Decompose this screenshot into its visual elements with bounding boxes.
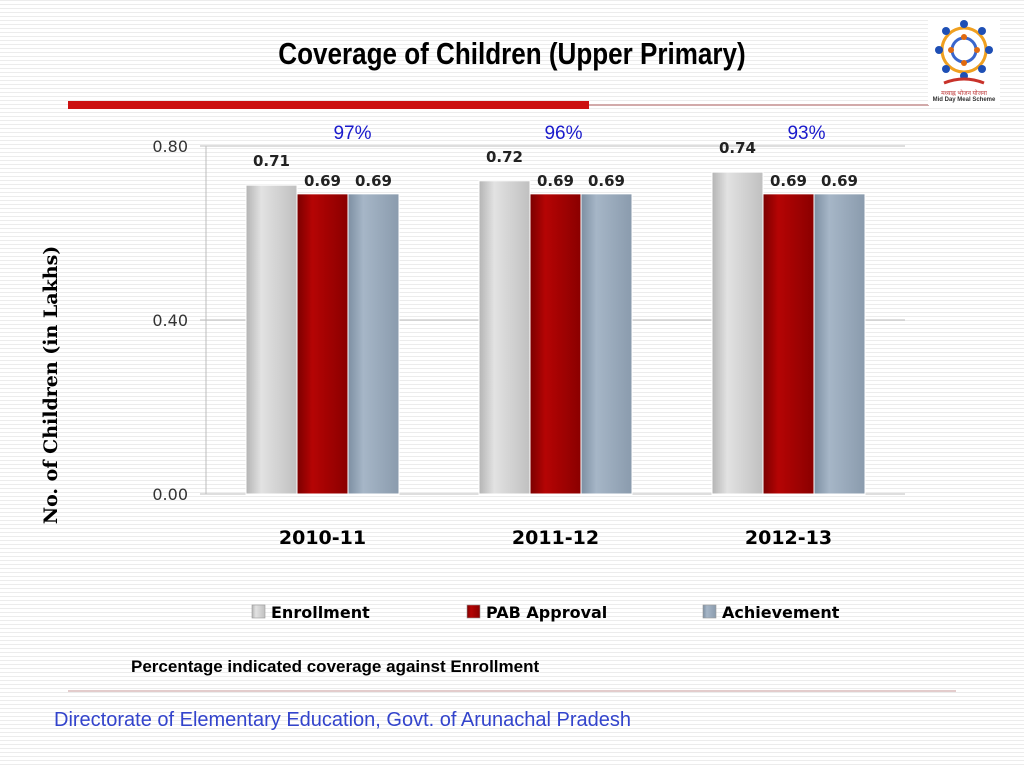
x-category-label: 2012-13 [745, 527, 832, 549]
coverage-percent-label: 96% [544, 123, 582, 144]
x-category-label: 2011-12 [512, 527, 599, 549]
bar-value-label: 0.69 [588, 172, 625, 190]
legend-swatch-pab-approval [466, 604, 481, 619]
footer-text: Directorate of Elementary Education, Gov… [54, 709, 631, 731]
x-category-label: 2010-11 [279, 527, 366, 549]
bar-value-label: 0.71 [253, 152, 290, 170]
bar-enrollment [245, 184, 298, 495]
legend-label: Achievement [722, 603, 840, 622]
bar-value-label: 0.69 [355, 172, 392, 190]
logo-caption-english: Mid Day Meal Scheme [932, 97, 996, 103]
bar-pab-approval [296, 193, 349, 495]
legend-label: Enrollment [271, 603, 370, 622]
bar-enrollment [478, 180, 531, 495]
y-tick-label: 0.00 [152, 485, 188, 504]
bar-value-label: 0.74 [719, 139, 756, 157]
coverage-footnote: Percentage indicated coverage against En… [131, 657, 540, 676]
title-underline-thin [589, 104, 929, 106]
footer-divider [68, 690, 956, 692]
bar-enrollment [711, 171, 764, 495]
bar-value-label: 0.72 [486, 148, 523, 166]
bar-value-label: 0.69 [537, 172, 574, 190]
legend-swatch-achievement [702, 604, 717, 619]
slide-title: Coverage of Children (Upper Primary) [278, 36, 746, 71]
coverage-percent-label: 93% [787, 123, 825, 144]
bar-achievement [813, 193, 866, 495]
y-tick-label: 0.80 [152, 137, 188, 156]
title-underline-red [68, 101, 589, 109]
legend-swatch-enrollment [251, 604, 266, 619]
bar-achievement [580, 193, 633, 495]
coverage-percent-label: 97% [333, 123, 371, 144]
bar-value-label: 0.69 [304, 172, 341, 190]
legend-label: PAB Approval [486, 603, 607, 622]
y-tick-label: 0.40 [152, 311, 188, 330]
bar-pab-approval [762, 193, 815, 495]
mid-day-meal-logo: मध्याह्न भोजन योजना Mid Day Meal Scheme [928, 17, 1000, 105]
bar-achievement [347, 193, 400, 495]
bar-value-label: 0.69 [770, 172, 807, 190]
logo-caption-hindi: मध्याह्न भोजन योजना [941, 91, 987, 97]
bar-value-label: 0.69 [821, 172, 858, 190]
bar-pab-approval [529, 193, 582, 495]
people-circle-icon [935, 20, 993, 85]
